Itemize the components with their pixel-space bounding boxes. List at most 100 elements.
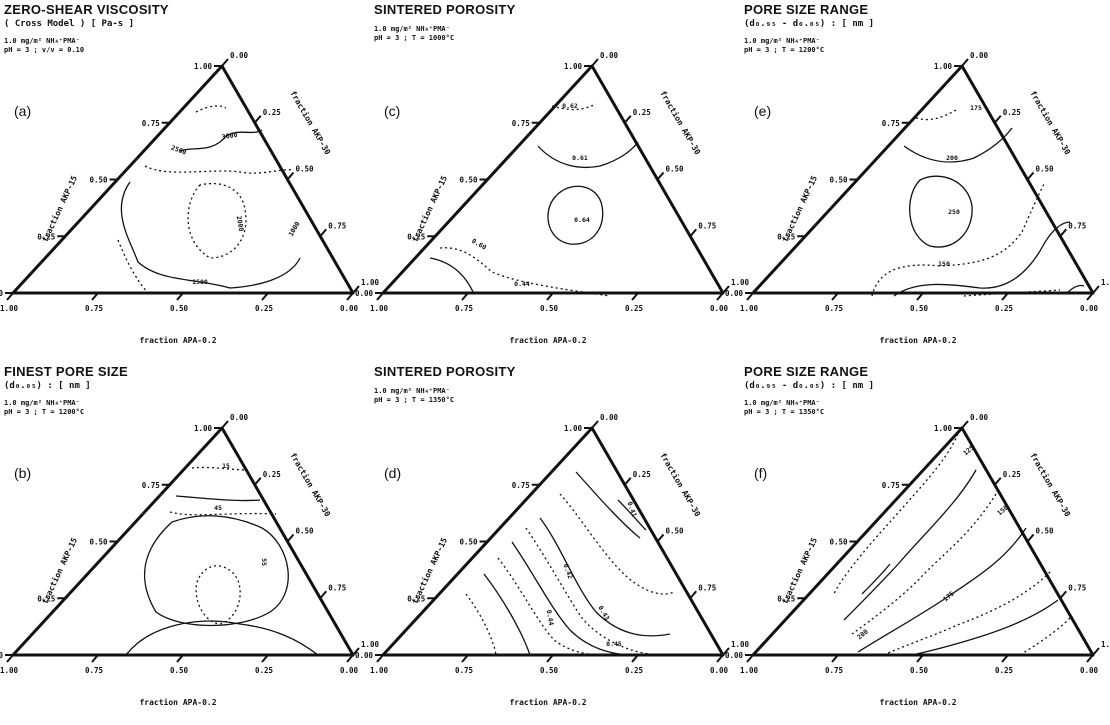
panel-condition: 1.0 mg/m² NH₄⁺PMA⁻: [374, 387, 450, 395]
panel-subtitle: (d₀.₉₅ - d₀.₀₅) : [ nm ]: [744, 381, 875, 391]
chart-panel-d: SINTERED POROSITY 1.0 mg/m² NH₄⁺PMA⁻ pH …: [355, 362, 750, 724]
tick-mark: [656, 171, 665, 181]
tick-mark: [746, 654, 754, 663]
tick-label: 0.75: [512, 119, 530, 128]
contour-label: 15: [222, 462, 230, 470]
tick-label: 0.25: [625, 304, 643, 313]
tick-label: 1.00: [1101, 640, 1110, 649]
tick-label: 0.00: [0, 651, 3, 660]
tick-label: 1.00: [934, 424, 953, 433]
tick-mark: [176, 654, 184, 663]
axis-label-right: fraction AKP-30: [1028, 89, 1073, 157]
tick-mark: [286, 171, 295, 181]
ternary-plot: 3000 2500 2000 1500 1000 0.00 0.25 0.50 0.75 1.00…: [0, 51, 380, 345]
panel-condition: 1.0 mg/m² NH₄⁺PMA⁻: [744, 37, 820, 45]
contour-line: [187, 182, 247, 259]
tick-mark: [6, 292, 14, 301]
panel-subtitle: ( Cross Model ) [ Pa-s ]: [4, 19, 135, 29]
contour-label: 200: [946, 154, 958, 162]
panel-title: ZERO-SHEAR VISCOSITY: [4, 2, 169, 17]
tick-mark: [1001, 654, 1009, 663]
tick-label: 0.50: [296, 527, 315, 536]
contour-line: [144, 515, 289, 627]
tick-mark: [916, 292, 924, 301]
chart-panel-f: PORE SIZE RANGE (d₀.₉₅ - d₀.₀₅) : [ nm ]…: [725, 362, 1110, 724]
contour-label: 175: [942, 590, 956, 604]
contour-label: 0.43: [596, 604, 611, 622]
contour-line: [547, 185, 604, 245]
tick-mark: [1059, 590, 1068, 599]
panel-letter: (c): [384, 103, 401, 119]
contour-line: [144, 165, 293, 174]
panel-condition: pH = 3 ; T = 1200°C: [744, 46, 825, 54]
tick-label: 0.00: [600, 413, 619, 422]
tick-label: 0.00: [725, 289, 744, 298]
contour-label: 200: [856, 628, 870, 642]
panel-title: PORE SIZE RANGE: [744, 2, 869, 17]
tick-mark: [319, 590, 328, 599]
tick-label: 0.75: [85, 304, 103, 313]
tick-mark: [1026, 533, 1035, 543]
tick-label: 0.75: [698, 221, 716, 230]
tick-mark: [591, 420, 599, 429]
tick-mark: [286, 533, 295, 543]
panel-title: SINTERED POROSITY: [374, 2, 516, 17]
tick-label: 0.00: [710, 666, 729, 675]
axis-label-left: fraction AKP-15: [409, 174, 449, 244]
tick-label: 0.25: [633, 108, 651, 117]
ternary-plot: 0.410.420.430.440.450.000.250.500.751.00…: [355, 413, 750, 707]
panel-letter: (f): [754, 465, 768, 481]
tick-mark: [352, 285, 360, 294]
tick-label: 0.75: [1068, 221, 1086, 230]
tick-label: 0.50: [1036, 165, 1055, 174]
contour-line: [617, 499, 647, 531]
axis-label-right: fraction AKP-30: [658, 89, 703, 157]
axis-label-right: fraction AKP-30: [658, 451, 703, 519]
tick-label: 0.50: [666, 165, 685, 174]
tick-label: 0.00: [970, 51, 989, 60]
tick-label: 0.00: [600, 51, 619, 60]
tick-label: 1.00: [740, 666, 759, 675]
contour-line: [1019, 617, 1071, 656]
tick-mark: [722, 647, 730, 656]
tick-mark: [831, 292, 839, 301]
tick-mark: [961, 420, 969, 429]
tick-label: 0.75: [1068, 583, 1086, 592]
panel-condition: pH = 3 ; T = 1350°C: [374, 396, 455, 404]
axis-label-left: fraction AKP-15: [409, 536, 449, 606]
tick-label: 0.75: [142, 481, 160, 490]
tick-label: 0.75: [455, 666, 473, 675]
tick-label: 0.00: [340, 304, 359, 313]
tick-label: 1.00: [370, 666, 389, 675]
panel-condition: 1.0 mg/m² NH₄⁺PMA⁻: [374, 25, 450, 33]
tick-label: 0.50: [540, 304, 559, 313]
contour-line: [179, 129, 263, 152]
tick-label: 0.50: [459, 538, 478, 547]
contour-line: [893, 221, 1071, 297]
tick-mark: [1086, 654, 1094, 663]
tick-mark: [176, 292, 184, 301]
tick-label: 1.00: [370, 304, 389, 313]
panel-letter: (b): [14, 465, 32, 481]
ternary-plot: 15 45 55 0.00 0.25 0.50 0.75 1.00 0.00 0.25 0.50 0.…: [0, 413, 380, 707]
tick-label: 0.25: [777, 232, 795, 241]
tick-label: 0.25: [1003, 470, 1021, 479]
panel-title: SINTERED POROSITY: [374, 364, 516, 379]
tick-label: 0.75: [825, 304, 843, 313]
tick-label: 0.50: [829, 538, 848, 547]
tick-label: 0.50: [540, 666, 559, 675]
tick-mark: [546, 292, 554, 301]
contour-line: [511, 541, 629, 656]
tick-label: 1.00: [731, 640, 750, 649]
tick-label: 0.50: [89, 538, 108, 547]
tick-label: 0.50: [910, 304, 929, 313]
axis-label-bottom: fraction APA-0.2: [879, 697, 956, 707]
panel-condition: pH = 3 ; T = 1200°C: [4, 408, 85, 416]
tick-label: 0.25: [407, 232, 425, 241]
tick-mark: [253, 115, 262, 124]
tick-mark: [716, 654, 724, 663]
tick-mark: [1001, 292, 1009, 301]
axis-label-bottom: fraction APA-0.2: [509, 697, 586, 707]
tick-mark: [1026, 171, 1035, 181]
tick-mark: [631, 292, 639, 301]
